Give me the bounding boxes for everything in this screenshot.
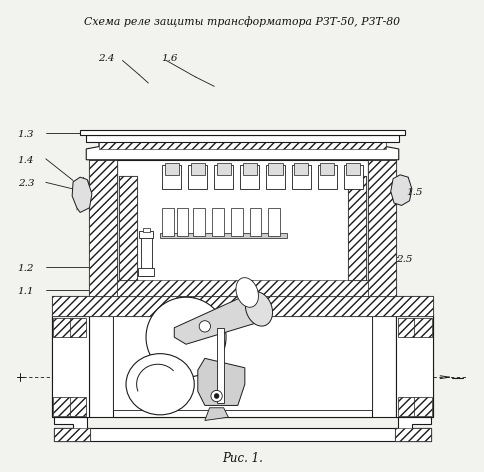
Bar — [367, 160, 395, 296]
Text: 1.2: 1.2 — [17, 263, 34, 272]
Text: 1.6: 1.6 — [161, 54, 178, 63]
Bar — [70, 318, 86, 337]
Bar — [89, 160, 117, 296]
Bar — [348, 176, 365, 280]
Bar — [99, 142, 385, 149]
Polygon shape — [52, 316, 89, 417]
Bar — [412, 397, 431, 416]
Bar — [53, 318, 72, 337]
Bar — [113, 316, 371, 417]
Polygon shape — [174, 293, 263, 344]
Bar — [176, 208, 188, 236]
Bar — [343, 165, 362, 189]
Bar — [266, 165, 284, 189]
Bar — [294, 163, 308, 175]
Bar — [268, 163, 282, 175]
Bar — [142, 228, 150, 232]
Bar — [139, 231, 153, 238]
Bar — [395, 314, 432, 417]
Polygon shape — [390, 175, 411, 205]
Bar — [70, 397, 86, 416]
Bar — [395, 314, 432, 417]
Bar — [348, 176, 365, 280]
Circle shape — [211, 390, 222, 402]
Ellipse shape — [126, 354, 194, 415]
Bar — [138, 268, 154, 276]
Bar — [162, 208, 174, 236]
Bar — [216, 163, 230, 175]
Bar — [209, 140, 233, 147]
Polygon shape — [394, 417, 430, 441]
Bar — [394, 428, 430, 441]
Bar — [367, 160, 395, 296]
Bar — [162, 165, 181, 189]
Bar — [319, 163, 333, 175]
Bar — [412, 318, 431, 337]
Bar — [345, 163, 360, 175]
Bar — [188, 165, 207, 189]
Bar — [397, 318, 413, 337]
Circle shape — [214, 394, 218, 398]
Bar — [54, 428, 430, 441]
Text: Рис. 1.: Рис. 1. — [222, 452, 262, 464]
Circle shape — [199, 320, 210, 332]
Bar — [52, 296, 432, 316]
Bar — [317, 165, 336, 189]
Bar — [397, 397, 413, 416]
Text: Схема реле защиты трансформатора РЗТ-50, РЗТ-80: Схема реле защиты трансформатора РЗТ-50,… — [84, 17, 400, 27]
Text: 2.5: 2.5 — [395, 255, 412, 264]
Bar — [52, 314, 89, 417]
Bar — [119, 176, 136, 280]
Bar — [117, 160, 367, 296]
Bar — [113, 316, 371, 410]
Polygon shape — [395, 316, 432, 417]
Bar — [54, 428, 90, 441]
Bar — [52, 296, 432, 316]
Bar — [52, 314, 89, 417]
Bar — [117, 280, 367, 296]
Bar — [214, 165, 233, 189]
Text: 2.4: 2.4 — [97, 54, 114, 63]
Bar — [249, 208, 261, 236]
Bar — [230, 208, 242, 236]
Ellipse shape — [146, 297, 226, 377]
Bar — [212, 208, 223, 236]
Polygon shape — [72, 177, 91, 212]
Bar — [240, 165, 258, 189]
Text: 1.1: 1.1 — [17, 287, 34, 295]
Bar — [291, 165, 310, 189]
Bar — [216, 328, 223, 403]
Bar — [80, 130, 404, 135]
Text: 1.5: 1.5 — [405, 188, 422, 197]
Bar — [86, 135, 398, 142]
Bar — [53, 397, 72, 416]
Polygon shape — [54, 417, 90, 441]
Polygon shape — [86, 142, 398, 160]
Bar — [190, 163, 204, 175]
Bar — [165, 163, 179, 175]
Polygon shape — [197, 358, 244, 405]
Text: 1.3: 1.3 — [17, 130, 34, 139]
Text: 1.4: 1.4 — [17, 156, 34, 165]
Bar — [89, 160, 117, 296]
Text: 2.3: 2.3 — [17, 179, 34, 188]
Bar — [89, 314, 395, 417]
Bar — [141, 234, 151, 276]
Bar — [193, 208, 204, 236]
Ellipse shape — [236, 278, 258, 307]
Ellipse shape — [245, 292, 272, 326]
Bar — [160, 233, 287, 238]
Polygon shape — [204, 408, 228, 421]
Bar — [242, 163, 256, 175]
Bar — [119, 176, 136, 280]
Bar — [268, 208, 280, 236]
